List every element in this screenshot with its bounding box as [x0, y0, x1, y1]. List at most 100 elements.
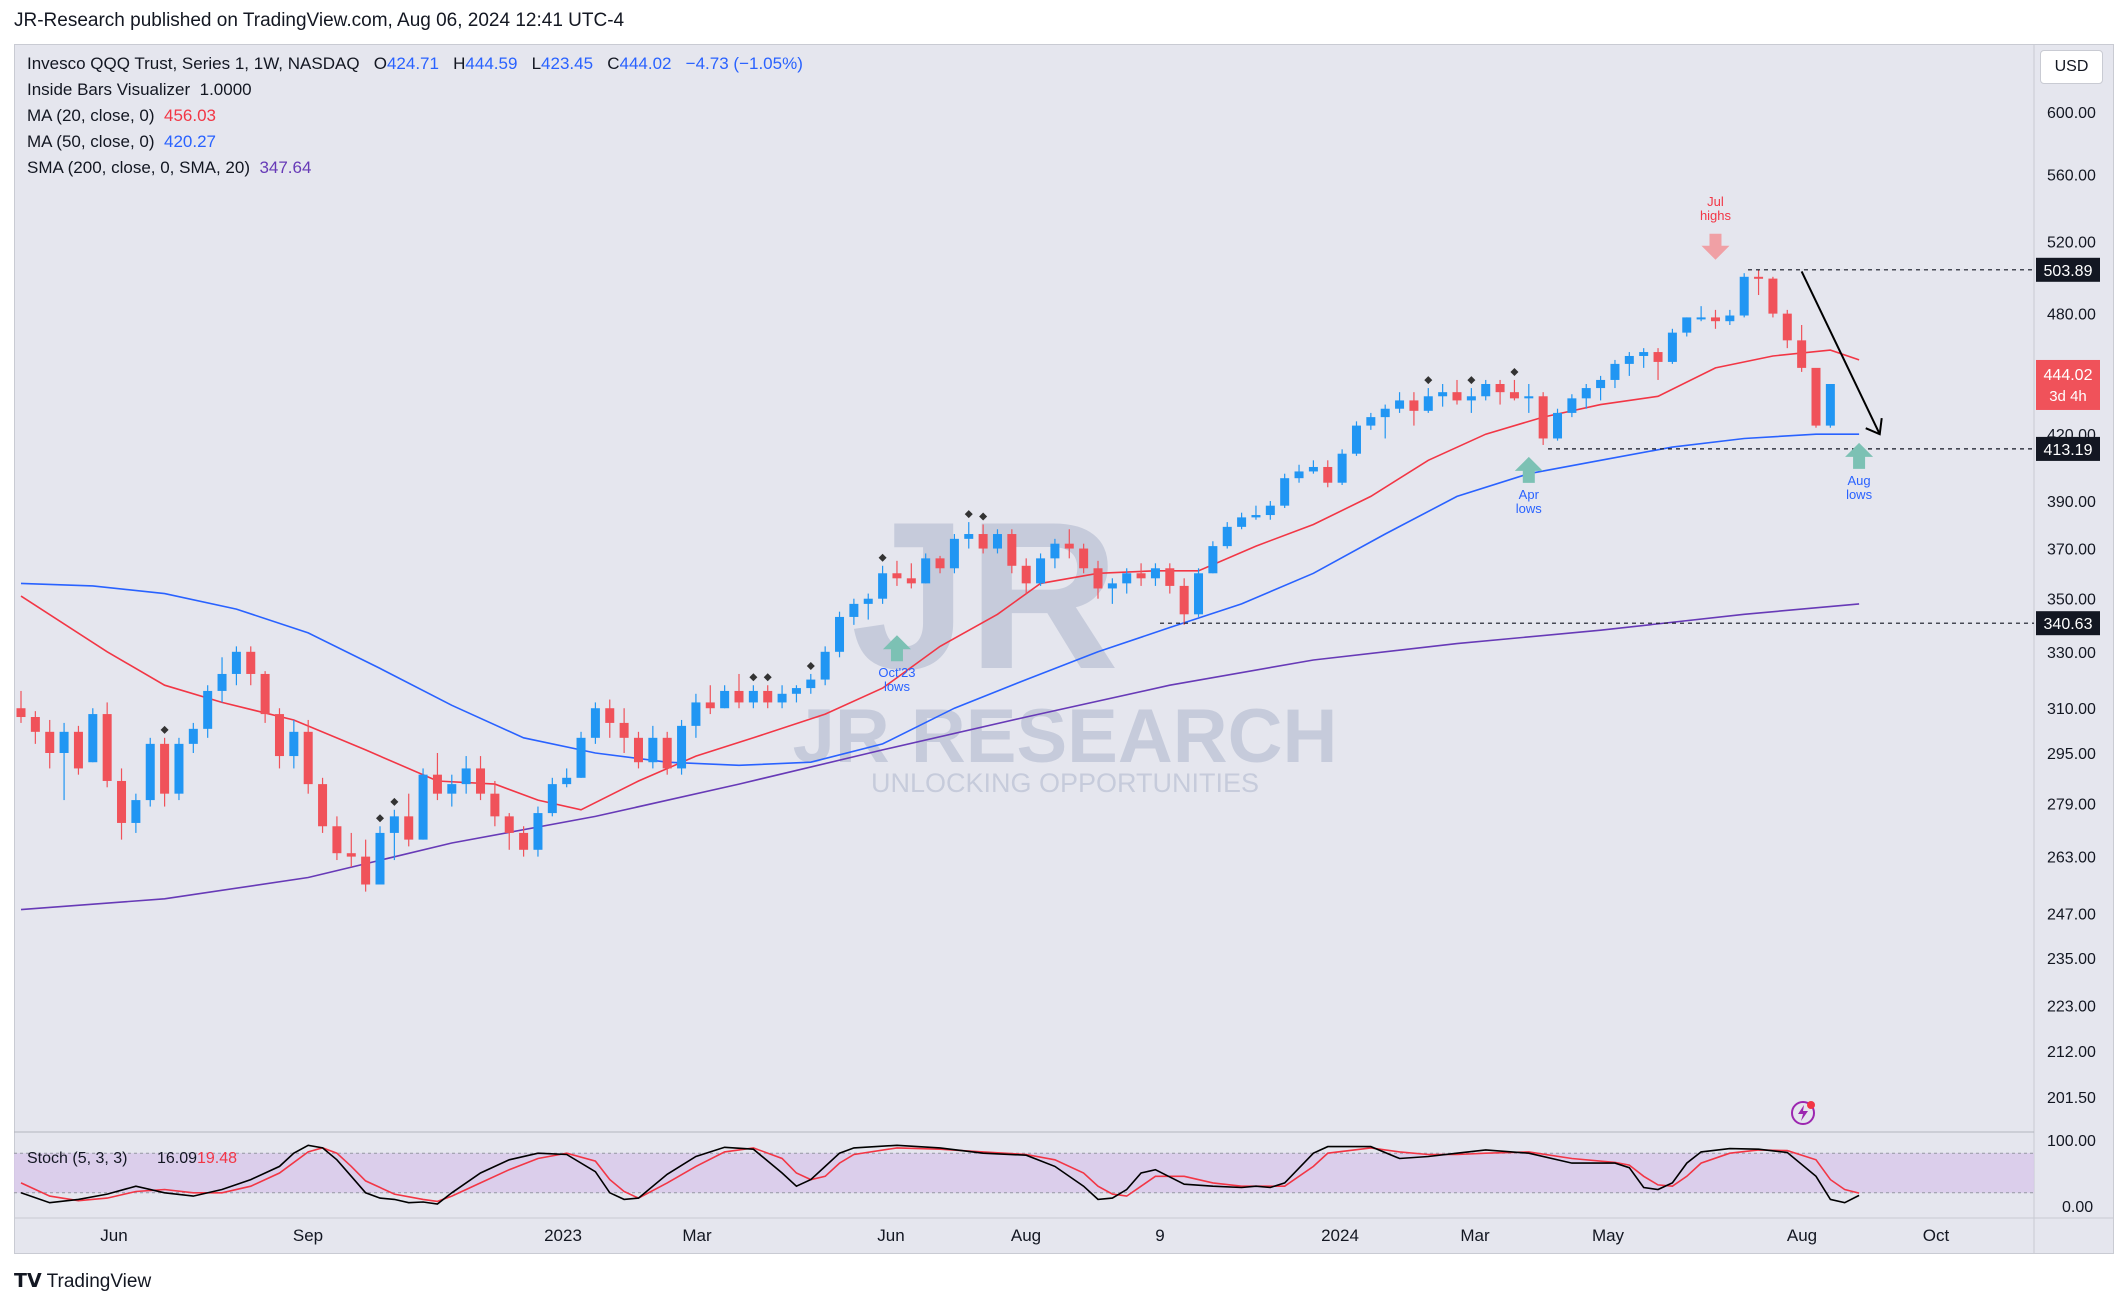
candles — [16, 269, 1835, 892]
candle-body — [1294, 471, 1304, 479]
legend-inside-bars-value: 1.0000 — [199, 80, 252, 99]
x-tick-label: Mar — [682, 1226, 712, 1245]
candle-body — [1538, 396, 1548, 439]
candle-body — [1768, 278, 1778, 314]
inside-bar-marker — [878, 553, 887, 562]
candle-body — [906, 578, 916, 584]
candle-body — [1265, 505, 1275, 516]
candle-body — [619, 722, 629, 738]
stoch-d-value: 19.48 — [197, 1150, 237, 1167]
candle-body — [1725, 315, 1735, 322]
apr-lows-arrow — [1514, 456, 1543, 483]
candle-body — [102, 714, 112, 781]
footer: 𝗧𝗩 TradingView — [0, 1254, 2127, 1309]
candle-body — [30, 717, 40, 732]
price-tag-last-bg — [2036, 359, 2100, 410]
legend-symbol: Invesco QQQ Trust, Series 1, 1W, NASDAQ — [27, 54, 360, 73]
legend-ma20-value: 456.03 — [164, 106, 217, 125]
x-tick-label: Jun — [877, 1226, 904, 1245]
alert-icon[interactable] — [1789, 1099, 1817, 1127]
x-tick-label: Mar — [1460, 1226, 1490, 1245]
candle-body — [1122, 573, 1132, 584]
candle-body — [1596, 379, 1606, 389]
legend-ma50-row[interactable]: MA (50, close, 0) 420.27 — [27, 129, 803, 155]
legend-symbol-row[interactable]: Invesco QQQ Trust, Series 1, 1W, NASDAQ … — [27, 51, 803, 77]
y-tick-label: 247.00 — [2047, 906, 2096, 923]
candle-body — [1280, 478, 1290, 506]
candle-body — [605, 708, 615, 723]
y-tick-label: 201.50 — [2047, 1090, 2096, 1107]
candle-body — [59, 731, 69, 753]
publish-header: JR-Research published on TradingView.com… — [0, 0, 2127, 44]
y-tick-label: 390.00 — [2047, 494, 2096, 511]
candle-body — [633, 737, 643, 763]
y-tick-label: 600.00 — [2047, 105, 2096, 122]
ma20-line — [20, 349, 1860, 811]
tradingview-logo[interactable]: 𝗧𝗩 TradingView — [14, 1270, 151, 1293]
legend-ma20-row[interactable]: MA (20, close, 0) 456.03 — [27, 103, 803, 129]
inside-bar-marker — [160, 725, 169, 734]
y-tick-label: 279.00 — [2047, 796, 2096, 813]
legend-inside-bars-row[interactable]: Inside Bars Visualizer 1.0000 — [27, 77, 803, 103]
projection-arrowhead — [1865, 418, 1883, 436]
sma200-line — [20, 603, 1860, 911]
candle-body — [203, 690, 213, 729]
candle-body — [1553, 412, 1563, 439]
candle-body — [1653, 352, 1663, 362]
price-tag-apr-low-bg — [2036, 436, 2100, 461]
y-tick-label: 520.00 — [2047, 234, 2096, 251]
legend-high: 444.59 — [465, 54, 518, 73]
candle-body — [375, 832, 385, 885]
candle-body — [332, 826, 342, 854]
x-tick-label: 2024 — [1321, 1226, 1359, 1245]
candle-body — [964, 534, 974, 539]
candle-body — [1150, 568, 1160, 579]
aug-lows-label-line: lows — [1846, 487, 1873, 502]
legend-open-label: O — [373, 54, 387, 73]
candle-body — [1797, 340, 1807, 368]
candle-body — [935, 558, 945, 569]
legend-sma200: SMA (200, close, 0, SMA, 20) — [27, 158, 250, 177]
y-tick-label: 330.00 — [2047, 645, 2096, 662]
inside-bar-marker — [1510, 367, 1519, 376]
candle-body — [231, 651, 241, 674]
candle-body — [1036, 558, 1046, 584]
candle-body — [389, 816, 399, 833]
oct-lows-arrow — [882, 635, 911, 662]
legend-sma200-row[interactable]: SMA (200, close, 0, SMA, 20) 347.64 — [27, 155, 803, 181]
x-tick-label: 9 — [1155, 1226, 1164, 1245]
jul-highs-label-line: highs — [1700, 208, 1732, 223]
currency-button[interactable]: USD — [2040, 50, 2103, 84]
candle-body — [1237, 517, 1247, 527]
candle-body — [404, 816, 414, 840]
x-tick-label: Aug — [1787, 1226, 1817, 1245]
candle-body — [117, 780, 127, 823]
inside-bar-marker — [376, 814, 384, 823]
candle-body — [849, 603, 859, 617]
y-tick-label: 480.00 — [2047, 307, 2096, 324]
candle-body — [88, 714, 98, 763]
candle-body — [720, 690, 730, 709]
candle-body — [145, 743, 155, 801]
candle-body — [318, 784, 328, 827]
candle-body — [1222, 526, 1232, 547]
oct-lows-label-line: Oct'23 — [878, 665, 915, 680]
y-tick-label: 560.00 — [2047, 168, 2096, 185]
watermark-tagline: UNLOCKING OPPORTUNITIES — [871, 768, 1259, 798]
candle-body — [978, 534, 988, 549]
candle-body — [1710, 317, 1720, 322]
price-tag-last: 444.02 — [2044, 367, 2093, 384]
candle-body — [576, 737, 586, 778]
aug-lows-arrow — [1845, 442, 1874, 469]
price-tag-high: 503.89 — [2044, 263, 2093, 280]
candle-body — [174, 743, 184, 794]
candle-body — [447, 784, 457, 794]
chart-panel[interactable] — [14, 44, 2114, 1254]
apr-lows-label-line: Apr — [1519, 487, 1540, 502]
candle-body — [346, 853, 356, 857]
candle-body — [1366, 417, 1376, 426]
candle-body — [992, 534, 1002, 549]
candle-body — [45, 731, 55, 753]
inside-bar-marker — [1467, 376, 1476, 385]
